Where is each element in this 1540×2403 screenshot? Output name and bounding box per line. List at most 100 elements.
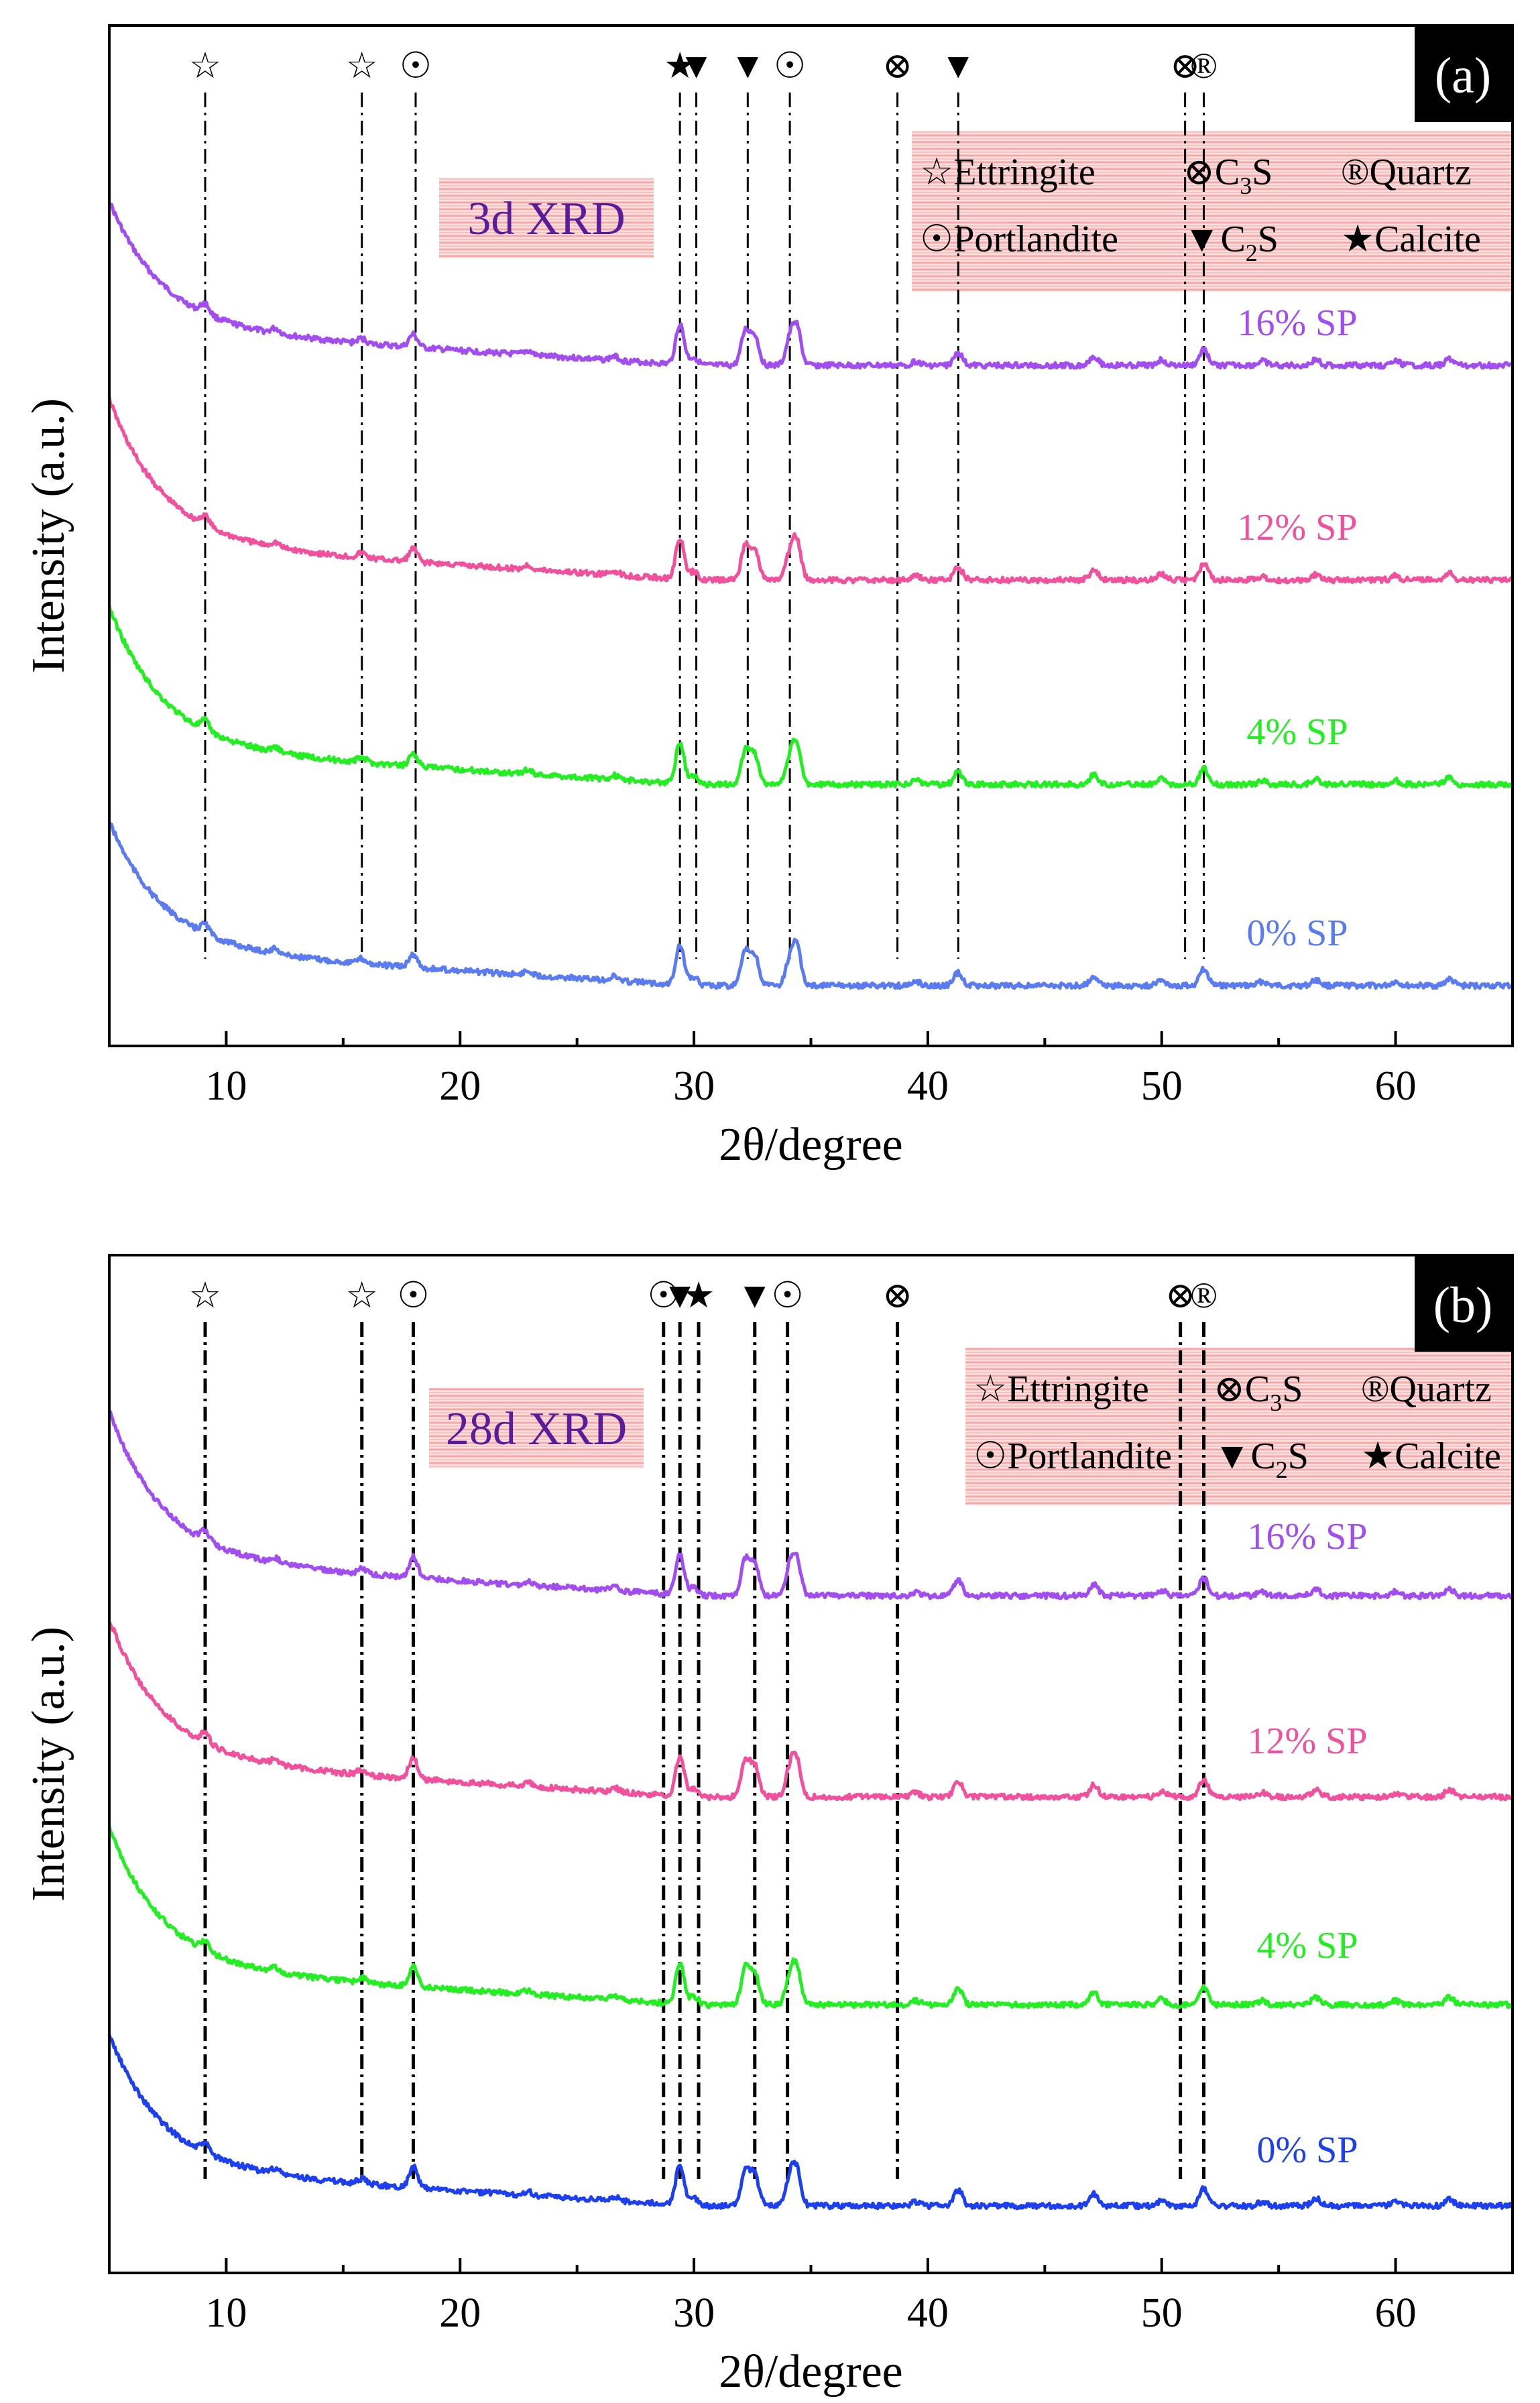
peak-marker-symbol: ☆ [346, 1275, 378, 1315]
peak-marker-symbol: ☉ [397, 1275, 429, 1315]
peak-marker-symbol: ® [1190, 1275, 1218, 1315]
peak-marker-symbol: ★ [683, 1275, 715, 1315]
legend-subscript: 3 [1270, 1389, 1282, 1416]
series-label: 4% SP [1257, 1925, 1358, 1967]
series-label: 12% SP [1238, 507, 1358, 548]
legend-label: C [1245, 1368, 1270, 1410]
xrd-trace [107, 202, 1513, 370]
peak-marker-symbol: ▼ [662, 1275, 697, 1315]
legend-symbol: ☆ [920, 152, 953, 193]
legend-entry: ®Quartz [1361, 1368, 1492, 1410]
legend-label-suffix: S [1258, 219, 1279, 260]
legend-symbol: ☉ [973, 1435, 1007, 1477]
peak-marker-symbol: ☆ [189, 46, 221, 86]
legend-label: Calcite [1374, 219, 1481, 260]
legend-label: C [1250, 1435, 1275, 1477]
panel-label: (a) [1435, 48, 1491, 104]
legend-symbol: ▼ [1183, 219, 1220, 260]
xrd-trace [107, 605, 1515, 789]
panel-label-box [1415, 27, 1511, 122]
x-tick-label: 60 [1375, 2290, 1417, 2336]
x-tick-label: 50 [1141, 2290, 1183, 2336]
xrd-trace [107, 821, 1513, 990]
legend-label: Quartz [1390, 1368, 1492, 1410]
legend-label: C [1220, 219, 1245, 260]
xrd-trace [107, 1621, 1514, 1802]
peak-marker-symbol: ▼ [737, 1275, 772, 1315]
legend-entry: ☆Ettringite [920, 152, 1095, 193]
y-axis-label: Intensity (a.u.) [23, 398, 74, 673]
series-label: 12% SP [1248, 1720, 1368, 1762]
legend-symbol: ★ [1341, 219, 1374, 260]
y-axis-label: Intensity (a.u.) [23, 1627, 74, 1901]
legend-entry: ▼C2S [1183, 219, 1279, 266]
legend-box [912, 131, 1512, 292]
x-tick-label: 30 [673, 1063, 715, 1109]
peak-marker-symbol: ☆ [189, 1275, 221, 1315]
x-tick-label: 40 [907, 1063, 949, 1109]
peak-marker-symbol: ☉ [774, 46, 806, 86]
x-tick-label: 50 [1141, 1063, 1183, 1109]
legend-label-suffix: S [1288, 1435, 1309, 1477]
series-label: 4% SP [1247, 711, 1348, 753]
peak-marker-symbol: ▼ [941, 46, 976, 86]
peak-marker-symbol: ⊗ [882, 46, 912, 86]
legend-label: Ettringite [953, 152, 1095, 193]
x-tick-label: 10 [205, 1063, 247, 1109]
xrd-trace [107, 1825, 1514, 2009]
legend-label: C [1215, 152, 1240, 193]
chart-title: 3d XRD [467, 193, 625, 245]
legend-label-suffix: S [1282, 1368, 1303, 1410]
series-label: 0% SP [1257, 2129, 1358, 2171]
legend-entry: ®Quartz [1341, 152, 1472, 193]
x-tick-label: 10 [205, 2290, 247, 2336]
legend-label: Portlandite [1007, 1435, 1172, 1477]
peak-marker-symbol: ☉ [771, 1275, 803, 1315]
legend-entry: ☉Portlandite [973, 1435, 1172, 1477]
x-tick-label: 20 [439, 2290, 481, 2336]
peak-marker-symbol: ☉ [400, 46, 432, 86]
legend-box [965, 1348, 1512, 1505]
chart-title: 28d XRD [446, 1403, 627, 1455]
x-tick-label: 20 [439, 1063, 481, 1109]
legend-label: Quartz [1370, 152, 1472, 193]
peak-marker-symbol: ⊗ [882, 1275, 912, 1315]
chart-title-box [439, 178, 654, 258]
legend-label-suffix: S [1252, 152, 1272, 193]
series-label: 16% SP [1238, 302, 1358, 344]
peak-marker-symbol: ⊗ [1170, 46, 1200, 86]
x-tick-label: 30 [673, 2290, 715, 2336]
chart-panel-b: 28d XRD☆Ettringite ⊗C3S ®Quartz☉Portlandit… [23, 1254, 1515, 2398]
peak-marker-symbol: ® [1190, 46, 1218, 86]
legend-symbol: ☆ [973, 1368, 1007, 1410]
legend-entry: ☉Portlandite [920, 219, 1118, 260]
legend-symbol: ⊗ [1213, 1368, 1245, 1410]
legend-symbol: ® [1341, 152, 1370, 193]
legend-entry: ▼C2S [1213, 1435, 1309, 1483]
xrd-trace [108, 1410, 1515, 1600]
legend-label: Portlandite [953, 219, 1118, 260]
x-tick-label: 60 [1375, 1063, 1417, 1109]
peak-marker-symbol: ▼ [730, 46, 766, 86]
legend-symbol: ⊗ [1183, 152, 1215, 193]
peak-marker-symbol: ☆ [346, 46, 378, 86]
peak-marker-symbol: ★ [664, 46, 696, 86]
xrd-trace [107, 396, 1515, 585]
peak-marker-symbol: ▼ [678, 46, 714, 86]
x-axis-label: 2θ/degree [719, 2346, 903, 2398]
peak-marker-symbol: ☉ [648, 1275, 680, 1315]
legend-subscript: 3 [1240, 172, 1252, 199]
panel-label-box [1415, 1256, 1511, 1352]
chart-title-box [429, 1388, 644, 1468]
chart-panel-a: 3d XRD☆Ettringite ⊗C3S ®Quartz☉Portlandite… [23, 24, 1515, 1171]
x-tick-label: 40 [907, 2290, 949, 2336]
peak-marker-symbol: ⊗ [1165, 1275, 1195, 1315]
legend-symbol: ▼ [1213, 1435, 1250, 1477]
legend-entry: ★Calcite [1361, 1435, 1501, 1477]
series-label: 16% SP [1248, 1516, 1368, 1558]
legend-label: Calcite [1395, 1435, 1501, 1477]
legend-label: Ettringite [1007, 1368, 1149, 1410]
legend-symbol: ☉ [920, 219, 953, 260]
legend-subscript: 2 [1276, 1456, 1288, 1483]
x-axis-label: 2θ/degree [719, 1119, 903, 1171]
